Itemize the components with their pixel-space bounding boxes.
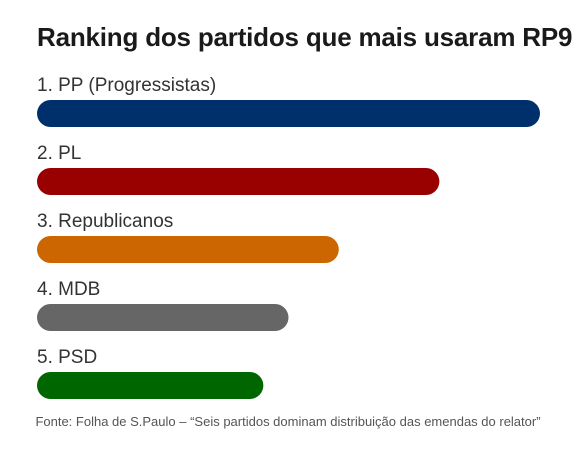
bar-2 [37,168,440,195]
chart-title: Ranking dos partidos que mais usaram RP9 [37,22,573,52]
bar-5 [37,372,264,399]
bar-label-5: 5. PSD [37,347,97,368]
bar-label-2: 2. PL [37,143,81,164]
bar-label-3: 3. Republicanos [37,211,173,232]
bar-1 [37,100,540,127]
bars-layer: 1. PP (Progressistas) 2. PL 3. Republicano… [37,75,540,399]
bar-label-1: 1. PP (Progressistas) [37,75,216,96]
bar-label-4: 4. MDB [37,279,100,300]
bar-4 [37,304,289,331]
bar-3 [37,236,339,263]
source-note: Fonte: Folha de S.Paulo – “Seis partidos… [35,414,541,429]
